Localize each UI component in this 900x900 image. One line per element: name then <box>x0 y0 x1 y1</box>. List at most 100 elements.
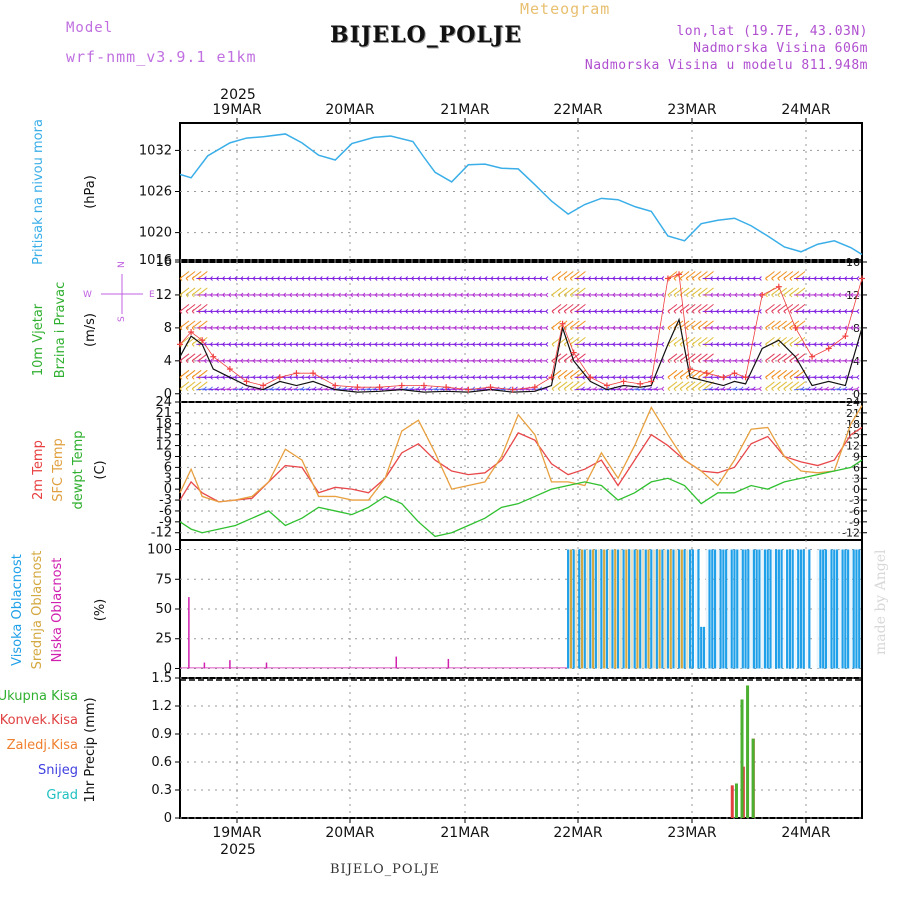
wind-arrow-head <box>545 294 549 298</box>
wind-arrow-head <box>685 327 689 331</box>
wind-arrow-head <box>667 292 671 296</box>
wind-arrow-head <box>191 376 195 380</box>
wind-arrow-head <box>667 388 671 392</box>
wind-arrow <box>848 388 858 391</box>
wind-arrow-head <box>856 358 860 362</box>
wind-arrow-head <box>691 311 695 314</box>
ytick-label: 50 <box>155 602 172 617</box>
wind-arrow-head <box>557 388 561 392</box>
wind-arrow-head <box>185 278 189 281</box>
wind-arrow-head <box>789 325 793 329</box>
wind-arrow <box>519 388 528 391</box>
wind-arrow-head <box>191 341 195 345</box>
wind-arrow <box>635 388 644 391</box>
wind-arrow-head <box>551 341 555 345</box>
wind-arrow-head <box>179 311 183 314</box>
wind-arrow-head <box>832 386 835 390</box>
wind-arrow-head <box>856 325 860 329</box>
wind-arrow <box>806 388 815 391</box>
wind-arrow-head <box>673 358 677 362</box>
wind-arrow <box>830 388 839 391</box>
panel-frame <box>179 677 863 819</box>
wind-arrow-head <box>685 276 689 279</box>
wind-arrow-head <box>679 278 683 281</box>
wind-arrow-head <box>685 292 689 296</box>
wind-arrow-head <box>582 386 585 390</box>
wind-arrow-head <box>691 309 695 312</box>
wind-arrow-head <box>551 278 555 281</box>
wind-arrow-head <box>679 388 683 392</box>
wind-arrow-head <box>789 360 793 364</box>
wind-arrow-head <box>271 386 274 390</box>
wind-arrow-head <box>557 360 561 364</box>
wind-arrow-head <box>771 276 774 279</box>
wind-arrow-head <box>679 386 683 390</box>
wind-arrow-head <box>563 343 567 347</box>
ytick-label: 0 <box>164 661 172 676</box>
wind-arrow-head <box>691 276 695 279</box>
wind-arrow-head <box>789 386 793 390</box>
wind-arrow-head <box>765 376 768 380</box>
wind-arrow-head <box>576 386 579 390</box>
wind-arrow <box>367 388 376 391</box>
wind-arrow <box>391 388 400 391</box>
wind-arrow <box>379 388 388 391</box>
wind-arrow-head <box>545 341 549 345</box>
wind-arrow-head <box>698 343 701 347</box>
wind-arrow-head <box>191 386 195 390</box>
wind-arrow-head <box>807 386 811 390</box>
wind-arrow-head <box>191 325 195 329</box>
wind-arrow-head <box>661 376 665 380</box>
wind-arrow-head <box>783 327 787 331</box>
wind-arrow-head <box>698 386 701 390</box>
ytick-right-label: 0 <box>853 483 860 496</box>
wind-arrow-head <box>197 386 201 390</box>
ytick-label: 0.6 <box>151 755 172 770</box>
wind-arrow-head <box>691 388 695 392</box>
wind-arrow <box>495 388 504 391</box>
wind-arrow <box>653 388 662 391</box>
wind-arrow-head <box>759 327 762 331</box>
compass-north: N <box>117 261 127 268</box>
wind-arrow-head <box>545 309 549 312</box>
wind-arrow-head <box>777 327 781 331</box>
wind-arrow-head <box>563 374 567 378</box>
wind-arrow-head <box>569 309 573 312</box>
temp-label-2: SFC Temp <box>51 438 66 502</box>
wind-arrow-head <box>569 311 573 314</box>
compass-east: E <box>149 290 155 300</box>
cloud-label-2: Srednja Oblacnost <box>30 551 45 670</box>
wind-arrow <box>818 388 827 391</box>
wind-arrow-head <box>710 386 713 390</box>
wind-arrow-head <box>563 341 567 345</box>
wind-arrow-head <box>765 327 768 331</box>
wind-compass-icon: N E S W <box>83 261 155 322</box>
wind-arrow-head <box>179 309 183 312</box>
wind-arrow-head <box>594 386 598 390</box>
wind-arrow-head <box>557 386 561 390</box>
bottom-day-label: 21MAR <box>440 825 489 841</box>
meteogram-label: Meteogram <box>520 0 611 18</box>
ytick-label: 1026 <box>139 185 172 200</box>
wind-arrow <box>196 388 205 391</box>
legend-conv-rain: Konvek.Kisa <box>0 713 78 728</box>
wind-arrow <box>385 388 394 391</box>
wind-arrow-head <box>429 386 433 390</box>
wind-arrow-head <box>295 386 299 390</box>
wind-arrow-head <box>789 341 793 345</box>
ytick-label: -6 <box>159 504 172 519</box>
ytick-right-label: 24 <box>846 396 860 409</box>
wind-arrow <box>482 388 492 391</box>
wind-arrow-head <box>673 294 677 298</box>
wind-arrow-head <box>661 360 665 364</box>
wind-arrow <box>574 388 583 391</box>
wind-arrow-head <box>856 276 860 279</box>
ytick-label: 24 <box>155 395 172 410</box>
wind-arrow-head <box>655 386 659 390</box>
wind-arrow-head <box>777 276 781 279</box>
wind-arrow-head <box>771 360 774 364</box>
wind-arrow-head <box>783 325 787 329</box>
wind-arrow-head <box>765 358 768 362</box>
wind-arrow-head <box>563 276 567 279</box>
wind-arrow-head <box>569 360 573 364</box>
